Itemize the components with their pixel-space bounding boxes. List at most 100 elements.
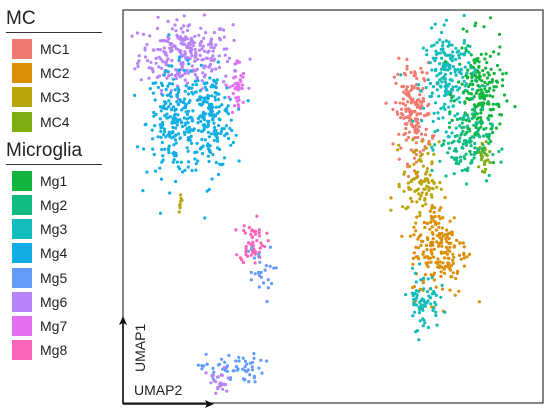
data-point	[421, 308, 425, 312]
data-point	[447, 237, 451, 241]
data-point	[225, 132, 229, 136]
data-point	[406, 135, 411, 140]
data-point	[454, 57, 458, 62]
data-point	[213, 91, 217, 95]
data-point	[500, 147, 504, 151]
data-point	[199, 63, 203, 67]
data-point	[436, 111, 440, 115]
data-point	[413, 109, 417, 113]
data-point	[442, 267, 446, 271]
data-point	[257, 228, 261, 232]
data-point	[183, 97, 187, 101]
data-point	[412, 251, 416, 255]
data-point	[231, 369, 235, 373]
data-point	[435, 234, 440, 238]
data-point	[211, 54, 215, 58]
data-point	[208, 62, 213, 66]
data-point	[167, 144, 171, 148]
data-point	[446, 68, 450, 72]
data-point	[164, 135, 168, 139]
data-point	[405, 57, 409, 62]
data-point	[233, 104, 237, 108]
data-point	[142, 147, 146, 151]
data-point	[219, 131, 223, 136]
data-point	[488, 122, 493, 126]
data-point	[472, 123, 476, 127]
data-point	[421, 204, 425, 208]
data-point	[218, 384, 222, 388]
data-point	[436, 128, 440, 132]
data-point	[470, 79, 474, 83]
data-point	[182, 130, 187, 134]
data-point	[265, 231, 269, 235]
data-point	[224, 124, 228, 128]
data-point	[206, 94, 211, 98]
data-point	[198, 147, 202, 151]
data-point	[485, 61, 489, 65]
data-point	[233, 75, 238, 79]
data-point	[491, 107, 495, 111]
data-point	[227, 353, 231, 358]
data-point	[479, 116, 483, 120]
data-point	[486, 158, 490, 162]
data-point	[173, 23, 177, 27]
data-point	[477, 65, 481, 69]
data-point	[212, 370, 216, 374]
data-point	[213, 95, 217, 99]
data-point	[434, 101, 438, 105]
data-point	[180, 53, 184, 57]
legend-swatch	[12, 195, 32, 216]
data-point	[174, 126, 178, 130]
data-point	[431, 232, 435, 236]
data-point	[242, 228, 246, 233]
data-point	[152, 152, 156, 157]
data-point	[444, 250, 448, 255]
data-point	[455, 117, 459, 121]
data-point	[443, 107, 447, 111]
data-point	[397, 182, 401, 186]
data-point	[153, 124, 157, 128]
data-point	[252, 374, 256, 378]
data-point	[183, 123, 187, 127]
data-point	[209, 85, 213, 89]
data-point	[447, 261, 451, 265]
data-point	[454, 276, 458, 281]
data-point	[253, 249, 257, 253]
data-point	[423, 304, 427, 308]
data-point	[170, 72, 174, 77]
data-point	[470, 158, 474, 163]
data-point	[173, 138, 177, 142]
data-point	[435, 262, 439, 266]
data-point	[250, 365, 254, 369]
data-point	[448, 231, 452, 235]
data-point	[244, 244, 248, 248]
data-point	[397, 132, 401, 136]
data-point	[432, 152, 436, 156]
data-point	[254, 229, 258, 233]
data-point	[179, 26, 183, 31]
data-point	[478, 146, 482, 150]
data-point	[216, 97, 221, 102]
data-point	[247, 86, 251, 90]
data-point	[438, 62, 442, 66]
data-point	[191, 92, 195, 96]
data-point	[484, 179, 489, 183]
data-point	[431, 134, 435, 138]
data-point	[259, 270, 263, 274]
data-point	[211, 153, 215, 157]
data-point	[213, 57, 217, 61]
data-point	[419, 104, 424, 108]
data-point	[175, 33, 179, 37]
data-point	[431, 136, 435, 140]
data-point	[402, 90, 406, 94]
data-point	[447, 135, 451, 139]
data-point	[158, 123, 162, 127]
data-point	[490, 78, 494, 82]
data-point	[237, 359, 241, 363]
legend-label: Mg3	[40, 221, 68, 238]
data-point	[433, 59, 437, 63]
data-point	[167, 99, 171, 103]
data-point	[163, 100, 167, 104]
data-point	[462, 264, 466, 268]
data-point	[441, 234, 445, 238]
